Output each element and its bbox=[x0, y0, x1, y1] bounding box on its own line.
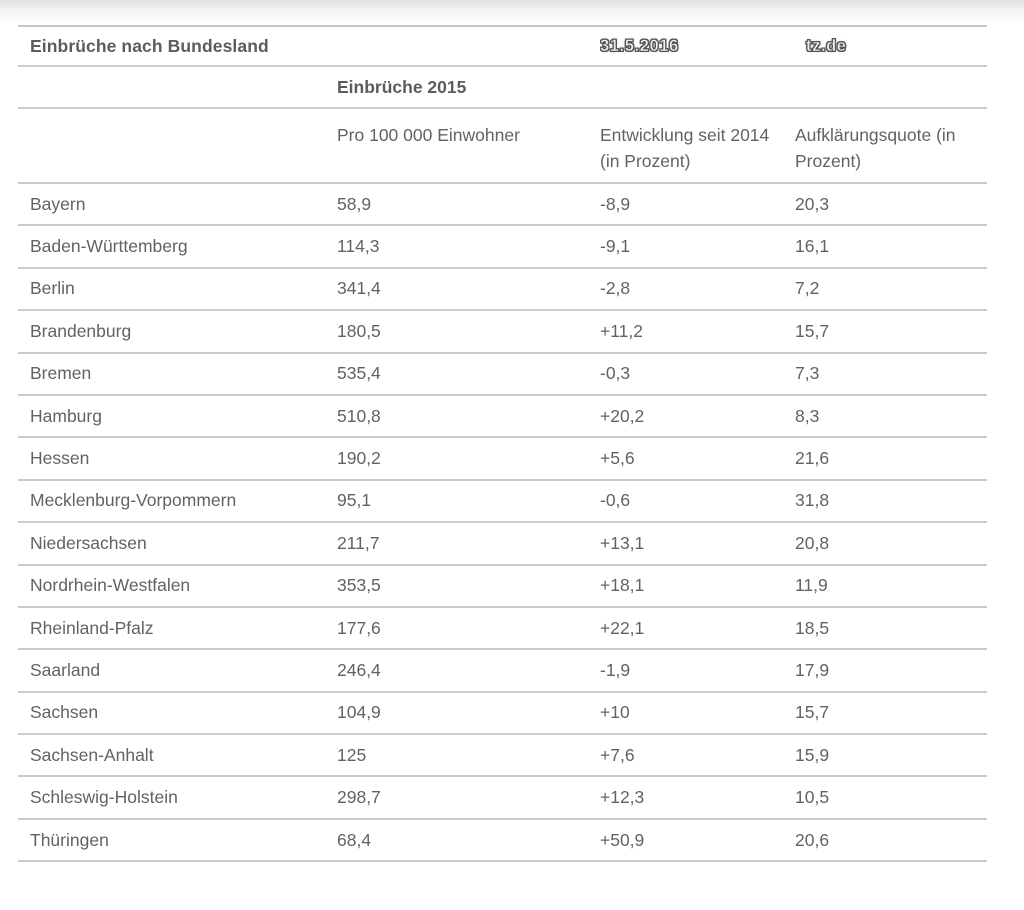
column-header: Aufklärungsquote (in Prozent) bbox=[795, 125, 956, 171]
state-name: Baden-Württemberg bbox=[30, 236, 188, 257]
page-title: Einbrüche nach Bundesland bbox=[30, 35, 269, 56]
state-name: Niedersachsen bbox=[30, 532, 147, 553]
table-row: Baden-Württemberg 114,3 -9,1 16,1 bbox=[18, 226, 987, 269]
date-stamp: 31.5.2016 bbox=[600, 36, 679, 55]
table-row: Thüringen 68,4 +50,9 20,6 bbox=[18, 820, 987, 863]
state-name: Rheinland-Pfalz bbox=[30, 617, 154, 638]
state-name: Sachsen bbox=[30, 702, 99, 723]
table-row: Sachsen-Anhalt 125 +7,6 15,9 bbox=[18, 735, 987, 778]
value-cell: 7,3 bbox=[795, 363, 820, 384]
value-cell: +13,1 bbox=[600, 532, 645, 553]
value-cell: 21,6 bbox=[795, 448, 830, 469]
state-name: Thüringen bbox=[30, 829, 109, 850]
value-cell: 18,5 bbox=[795, 617, 830, 638]
value-cell: -9,1 bbox=[600, 236, 631, 257]
burglary-table: Einbrüche nach Bundesland 31.5.2016 tz.d… bbox=[18, 25, 987, 863]
group-header: Einbrüche 2015 bbox=[337, 76, 467, 97]
value-cell: 11,9 bbox=[795, 575, 828, 596]
value-cell: 20,3 bbox=[795, 193, 830, 214]
value-cell: +22,1 bbox=[600, 617, 645, 638]
value-cell: 180,5 bbox=[337, 320, 381, 341]
value-cell: +12,3 bbox=[600, 787, 645, 808]
state-name: Saarland bbox=[30, 659, 101, 680]
value-cell: 7,2 bbox=[795, 278, 820, 299]
value-cell: 17,9 bbox=[795, 659, 830, 680]
value-cell: -2,8 bbox=[600, 278, 631, 299]
state-name: Berlin bbox=[30, 278, 75, 299]
table-row: Rheinland-Pfalz 177,6 +22,1 18,5 bbox=[18, 608, 987, 651]
top-fade bbox=[0, 0, 1024, 25]
table-body: Bayern 58,9 -8,9 20,3 Baden-Württemberg 114,3… bbox=[18, 184, 987, 863]
value-cell: 190,2 bbox=[337, 448, 381, 469]
column-header: Entwicklung seit 2014 (in Prozent) bbox=[600, 125, 770, 171]
state-name: Hamburg bbox=[30, 405, 102, 426]
value-cell: 510,8 bbox=[337, 405, 381, 426]
table-row: Mecklenburg-Vorpommern 95,1 -0,6 31,8 bbox=[18, 481, 987, 524]
value-cell: 298,7 bbox=[337, 787, 381, 808]
value-cell: +20,2 bbox=[600, 405, 645, 426]
value-cell: 31,8 bbox=[795, 490, 830, 511]
state-name: Sachsen-Anhalt bbox=[30, 744, 154, 765]
table-row: Sachsen 104,9 +10 15,7 bbox=[18, 693, 987, 736]
value-cell: +18,1 bbox=[600, 575, 645, 596]
value-cell: 58,9 bbox=[337, 193, 372, 214]
value-cell: 68,4 bbox=[337, 829, 372, 850]
title-row: Einbrüche nach Bundesland 31.5.2016 tz.d… bbox=[18, 27, 987, 67]
table-row: Bremen 535,4 -0,3 7,3 bbox=[18, 354, 987, 396]
value-cell: -0,3 bbox=[600, 363, 631, 384]
value-cell: +11,2 bbox=[600, 320, 643, 341]
table-row: Bayern 58,9 -8,9 20,3 bbox=[18, 184, 987, 227]
value-cell: 125 bbox=[337, 744, 367, 765]
value-cell: 104,9 bbox=[337, 702, 381, 723]
value-cell: -0,6 bbox=[600, 490, 631, 511]
value-cell: 114,3 bbox=[337, 236, 380, 257]
table-row: Nordrhein-Westfalen 353,5 +18,1 11,9 bbox=[18, 566, 987, 608]
value-cell: 16,1 bbox=[795, 236, 830, 257]
table-row: Berlin 341,4 -2,8 7,2 bbox=[18, 269, 987, 312]
table-row: Schleswig-Holstein 298,7 +12,3 10,5 bbox=[18, 777, 987, 820]
value-cell: 353,5 bbox=[337, 575, 381, 596]
value-cell: 246,4 bbox=[337, 659, 381, 680]
value-cell: 535,4 bbox=[337, 363, 381, 384]
state-name: Brandenburg bbox=[30, 320, 132, 341]
empty-cell bbox=[18, 109, 337, 122]
value-cell: +50,9 bbox=[600, 829, 645, 850]
table-row: Hamburg 510,8 +20,2 8,3 bbox=[18, 396, 987, 439]
value-cell: 10,5 bbox=[795, 787, 830, 808]
table-row: Saarland 246,4 -1,9 17,9 bbox=[18, 650, 987, 693]
state-name: Bremen bbox=[30, 363, 92, 384]
value-cell: 15,7 bbox=[795, 702, 830, 723]
value-cell: +5,6 bbox=[600, 448, 635, 469]
column-header-row: Pro 100 000 Einwohner Entwicklung seit 20… bbox=[18, 109, 987, 184]
state-name: Hessen bbox=[30, 448, 90, 469]
group-header-row: Einbrüche 2015 bbox=[18, 67, 987, 109]
value-cell: 95,1 bbox=[337, 490, 372, 511]
value-cell: 177,6 bbox=[337, 617, 381, 638]
state-name: Schleswig-Holstein bbox=[30, 787, 178, 808]
state-name: Bayern bbox=[30, 193, 86, 214]
value-cell: 20,6 bbox=[795, 829, 830, 850]
value-cell: 20,8 bbox=[795, 532, 830, 553]
value-cell: +10 bbox=[600, 702, 630, 723]
column-header: Pro 100 000 Einwohner bbox=[337, 125, 520, 145]
value-cell: +7,6 bbox=[600, 744, 635, 765]
value-cell: 8,3 bbox=[795, 405, 820, 426]
state-name: Nordrhein-Westfalen bbox=[30, 575, 191, 596]
state-name: Mecklenburg-Vorpommern bbox=[30, 490, 237, 511]
source-watermark: tz.de bbox=[806, 36, 847, 55]
value-cell: -1,9 bbox=[600, 659, 631, 680]
table-row: Brandenburg 180,5 +11,2 15,7 bbox=[18, 311, 987, 354]
value-cell: 15,9 bbox=[795, 744, 830, 765]
value-cell: 341,4 bbox=[337, 278, 381, 299]
table-row: Hessen 190,2 +5,6 21,6 bbox=[18, 438, 987, 481]
value-cell: 211,7 bbox=[337, 532, 380, 553]
table-row: Niedersachsen 211,7 +13,1 20,8 bbox=[18, 523, 987, 566]
value-cell: 15,7 bbox=[795, 320, 830, 341]
value-cell: -8,9 bbox=[600, 193, 631, 214]
